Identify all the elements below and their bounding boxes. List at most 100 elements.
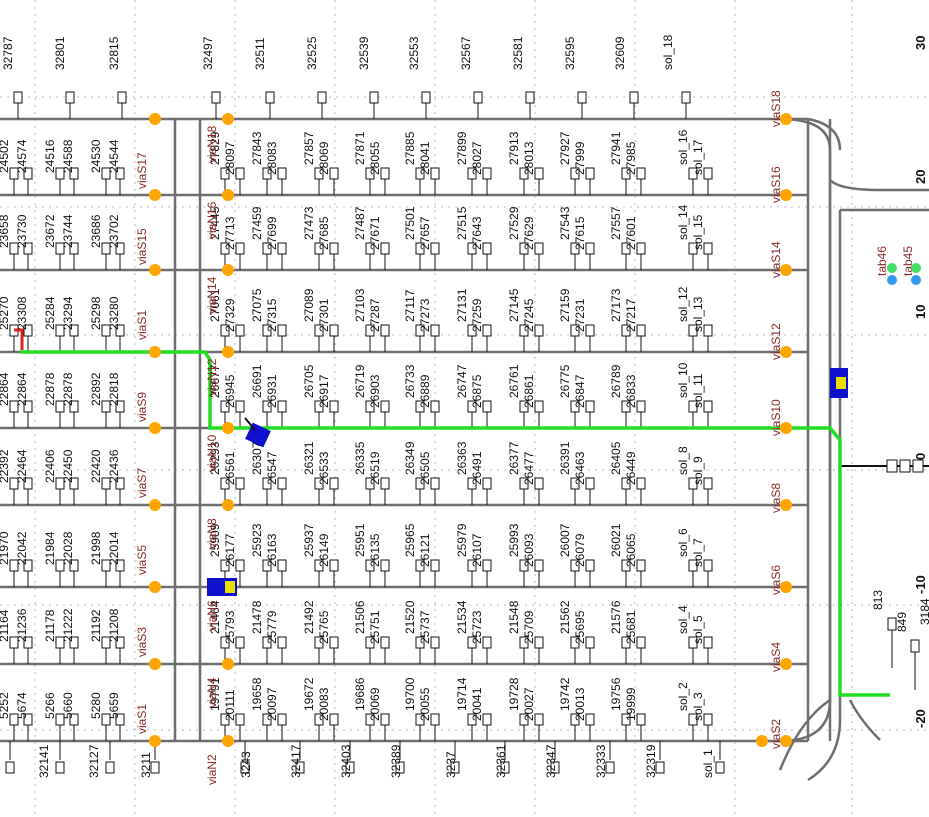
stub-box: [430, 242, 440, 255]
stub-box: [482, 167, 492, 180]
top-label: 32511: [253, 37, 267, 70]
stub-box: [115, 242, 125, 255]
stub-box: [55, 167, 65, 180]
junction: [149, 499, 161, 511]
position-label: 22042: [15, 531, 29, 565]
position-label: 25751: [368, 610, 382, 644]
position-label: 27501: [403, 206, 417, 240]
position-label: 21208: [107, 608, 121, 642]
vehicle-a[interactable]: [207, 578, 237, 596]
position-label: 22436: [107, 449, 121, 483]
stub-box: [636, 636, 646, 649]
stub-box: [415, 559, 425, 572]
stub-box: [69, 713, 79, 726]
position-label: 5280: [89, 692, 103, 719]
stub-box: [262, 477, 272, 490]
stub-box: [240, 761, 250, 774]
stub-box: [585, 167, 595, 180]
stub-box: [365, 167, 375, 180]
position-label: 27287: [368, 298, 382, 332]
position-label: 27061: [208, 288, 222, 322]
position-label: 25965: [403, 523, 417, 557]
stub-box: [703, 324, 713, 337]
stub-box: [55, 242, 65, 255]
stub-box: [101, 636, 111, 649]
junction: [780, 735, 792, 747]
via-label-left: viaS3: [135, 627, 149, 657]
position-label: 27885: [403, 131, 417, 165]
position-label: 25923: [250, 523, 264, 557]
stub-box: [365, 324, 375, 337]
junction: [780, 264, 792, 276]
junction: [222, 113, 234, 125]
stub-box: [262, 242, 272, 255]
position-label: sol_8: [676, 446, 690, 475]
vehicle-c[interactable]: [244, 417, 271, 448]
position-label: 27999: [573, 141, 587, 175]
position-label: 27913: [507, 131, 521, 165]
stub-box: [577, 91, 587, 104]
stub-box: [262, 713, 272, 726]
stub-box: [235, 636, 245, 649]
position-label: 25993: [507, 523, 521, 557]
bottom-label: sol_1: [701, 749, 715, 778]
bottom-label: 32127: [87, 744, 101, 778]
tag-dot: [887, 263, 897, 273]
via-label-mid: viaN16: [205, 201, 219, 239]
stub-box: [365, 400, 375, 413]
position-label: 26861: [522, 374, 536, 408]
position-label: 26177: [223, 533, 237, 567]
stub-box: [277, 477, 287, 490]
stub-box: [69, 559, 79, 572]
top-label: 32609: [613, 36, 627, 70]
position-label: 26775: [558, 364, 572, 398]
stub-box: [220, 324, 230, 337]
stub-box: [262, 167, 272, 180]
stub-box: [703, 559, 713, 572]
position-label: 27173: [609, 288, 623, 322]
junction: [149, 346, 161, 358]
position-label: 20013: [573, 687, 587, 721]
position-label: 21562: [558, 600, 572, 634]
position-label: 27103: [353, 288, 367, 322]
stub-box: [277, 559, 287, 572]
junction: [756, 735, 768, 747]
exit-road: [829, 179, 929, 192]
position-label: 26889: [418, 374, 432, 408]
position-label: sol_5: [691, 615, 705, 644]
position-label: 28055: [368, 141, 382, 175]
stub-box: [912, 459, 924, 473]
exit-road: [807, 210, 842, 782]
position-label: 26107: [470, 533, 484, 567]
position-label: 26833: [624, 374, 638, 408]
position-label: sol_6: [676, 528, 690, 557]
stub-box: [585, 559, 595, 572]
position-label: 27713: [223, 216, 237, 250]
position-label: 27459: [250, 206, 264, 240]
stub-box: [570, 636, 580, 649]
stub-box: [314, 167, 324, 180]
stub-box: [703, 242, 713, 255]
stub-box: [655, 761, 665, 774]
stub-box: [415, 324, 425, 337]
stub-box: [636, 559, 646, 572]
position-label: 27131: [455, 288, 469, 322]
stub-box: [23, 559, 33, 572]
vehicles[interactable]: [207, 368, 848, 596]
stub-box: [314, 324, 324, 337]
junctions: [149, 113, 792, 747]
stub-box: [886, 459, 898, 473]
stub-box: [570, 477, 580, 490]
position-label: 26505: [418, 451, 432, 485]
position-label: 21520: [403, 600, 417, 634]
stub-box: [220, 400, 230, 413]
position-label: 26377: [507, 441, 521, 475]
vehicle-b[interactable]: [830, 368, 848, 398]
stub-box: [585, 400, 595, 413]
stub-box: [105, 761, 115, 774]
junction: [149, 658, 161, 670]
position-label: 25270: [0, 296, 11, 330]
stub-box: [329, 324, 339, 337]
stub-box: [636, 400, 646, 413]
